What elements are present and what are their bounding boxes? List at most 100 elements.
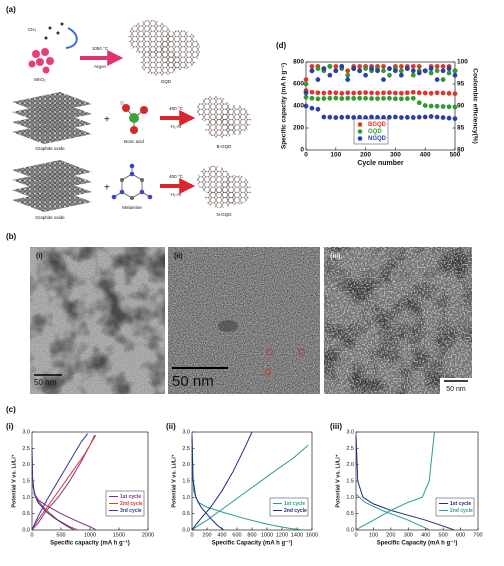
efficiency-point (363, 66, 369, 72)
y-tick-label: 0.0 (346, 527, 354, 533)
efficiency-point (381, 63, 386, 69)
efficiency-point (398, 72, 404, 78)
legend-marker (357, 136, 363, 141)
efficiency-point (410, 72, 416, 78)
capacity-point (351, 95, 357, 101)
efficiency-point (315, 66, 321, 72)
capacity-point (416, 90, 422, 96)
capacity-point (446, 115, 452, 121)
efficiency-point (303, 81, 309, 87)
tem-image (30, 247, 165, 394)
plus: + (104, 183, 110, 194)
efficiency-point (345, 68, 351, 74)
label: Graphite oxide (35, 146, 65, 151)
capacity-point (398, 90, 404, 96)
curve (31, 433, 89, 531)
capacity-point (422, 114, 428, 120)
capacity-point (386, 90, 392, 96)
y-tick-label: 0.5 (346, 511, 354, 517)
x-tick-label: 100 (330, 152, 341, 159)
capacity-point (345, 95, 351, 101)
capacity-point (309, 105, 315, 111)
y-tick-label: 200 (293, 125, 304, 132)
graphite-stack (12, 92, 92, 144)
x-tick-label: 400 (217, 532, 226, 538)
efficiency-point (428, 66, 434, 72)
efficiency-point (369, 66, 375, 72)
y-tick-label: 1.0 (182, 495, 190, 501)
y-tick-label: 2.5 (22, 446, 30, 452)
x-tick-label: 500 (450, 152, 461, 159)
bgqd (197, 96, 251, 138)
y2-axis-label: Coulombic efficiency(%) (471, 68, 478, 143)
y2-tick-label: 85 (457, 125, 465, 132)
y-tick-label: 400 (293, 103, 304, 110)
legend-label: GQD (368, 129, 382, 135)
efficiency-point (434, 63, 440, 69)
legend-label: 1st cycle (120, 494, 141, 500)
capacity-point (446, 104, 452, 110)
efficiency-point (398, 68, 404, 74)
x-axis-label: Specific Capacity (mA h g⁻¹) (212, 540, 293, 547)
gqd (128, 20, 200, 76)
capacity-point (386, 114, 392, 120)
capacity-point (392, 90, 398, 96)
capacity-point (428, 103, 434, 109)
efficiency-point (321, 66, 327, 72)
capacity-point (333, 115, 339, 120)
efficiency-point (351, 66, 357, 72)
x-tick-label: 0 (304, 152, 308, 159)
scale-label: 50 nm (172, 373, 214, 390)
x-tick-label: 0 (30, 532, 33, 538)
image-label: (i) (36, 253, 43, 260)
y-axis-label: Specific capacity (mA h g⁻¹) (281, 63, 288, 149)
capacity-point (321, 90, 327, 96)
efficiency-point (357, 63, 363, 69)
capacity-point (345, 90, 351, 96)
template (28, 48, 54, 74)
x-tick-label: 300 (404, 532, 413, 538)
efficiency-point (357, 68, 363, 74)
x-tick-label: 1500 (113, 532, 125, 538)
legend-box (435, 497, 475, 517)
capacity-point (446, 90, 452, 96)
melamine (111, 163, 153, 200)
efficiency-point (315, 77, 321, 83)
label: Melamine (122, 205, 142, 210)
capacity-point (345, 114, 351, 120)
y-tick-label: 0.5 (182, 511, 190, 517)
y-tick-label: 2.0 (346, 462, 354, 468)
efficiency-point (327, 72, 333, 78)
capacity-point (410, 114, 416, 120)
capacity-point (303, 103, 309, 109)
efficiency-point (434, 77, 440, 83)
panel-label: (i) (6, 422, 14, 431)
x-tick-label: 600 (456, 532, 465, 538)
efficiency-point (309, 68, 315, 74)
capacity-point (363, 90, 369, 96)
x-tick-label: 500 (56, 532, 65, 538)
x-tick-label: 100 (369, 532, 378, 538)
capacity-point (369, 114, 375, 120)
tem-images: (b) (i) 50 nm (ii) 50 nm (iii) 50 nm (6, 232, 472, 394)
tem-image (324, 247, 472, 394)
capacity-point (428, 90, 434, 96)
capacity-point (309, 89, 315, 95)
y-tick-label: 1.5 (22, 478, 30, 484)
legend-label: 1st cycle (450, 501, 471, 507)
capacity-point (309, 95, 315, 101)
x-tick-label: 1200 (276, 532, 288, 538)
efficiency-point (440, 63, 446, 69)
efficiency-point (410, 68, 416, 74)
x-tick-label: 700 (473, 532, 482, 538)
x-axis-label: Cycle number (357, 160, 404, 167)
efficiency-point (434, 68, 440, 74)
label: B-GQD (217, 144, 233, 149)
y-tick-label: 600 (293, 81, 304, 88)
capacity-point (315, 96, 321, 102)
efficiency-point (392, 68, 398, 74)
capacity-point (327, 95, 333, 101)
y-tick-label: 2.0 (182, 462, 190, 468)
capacity-point (404, 96, 410, 101)
